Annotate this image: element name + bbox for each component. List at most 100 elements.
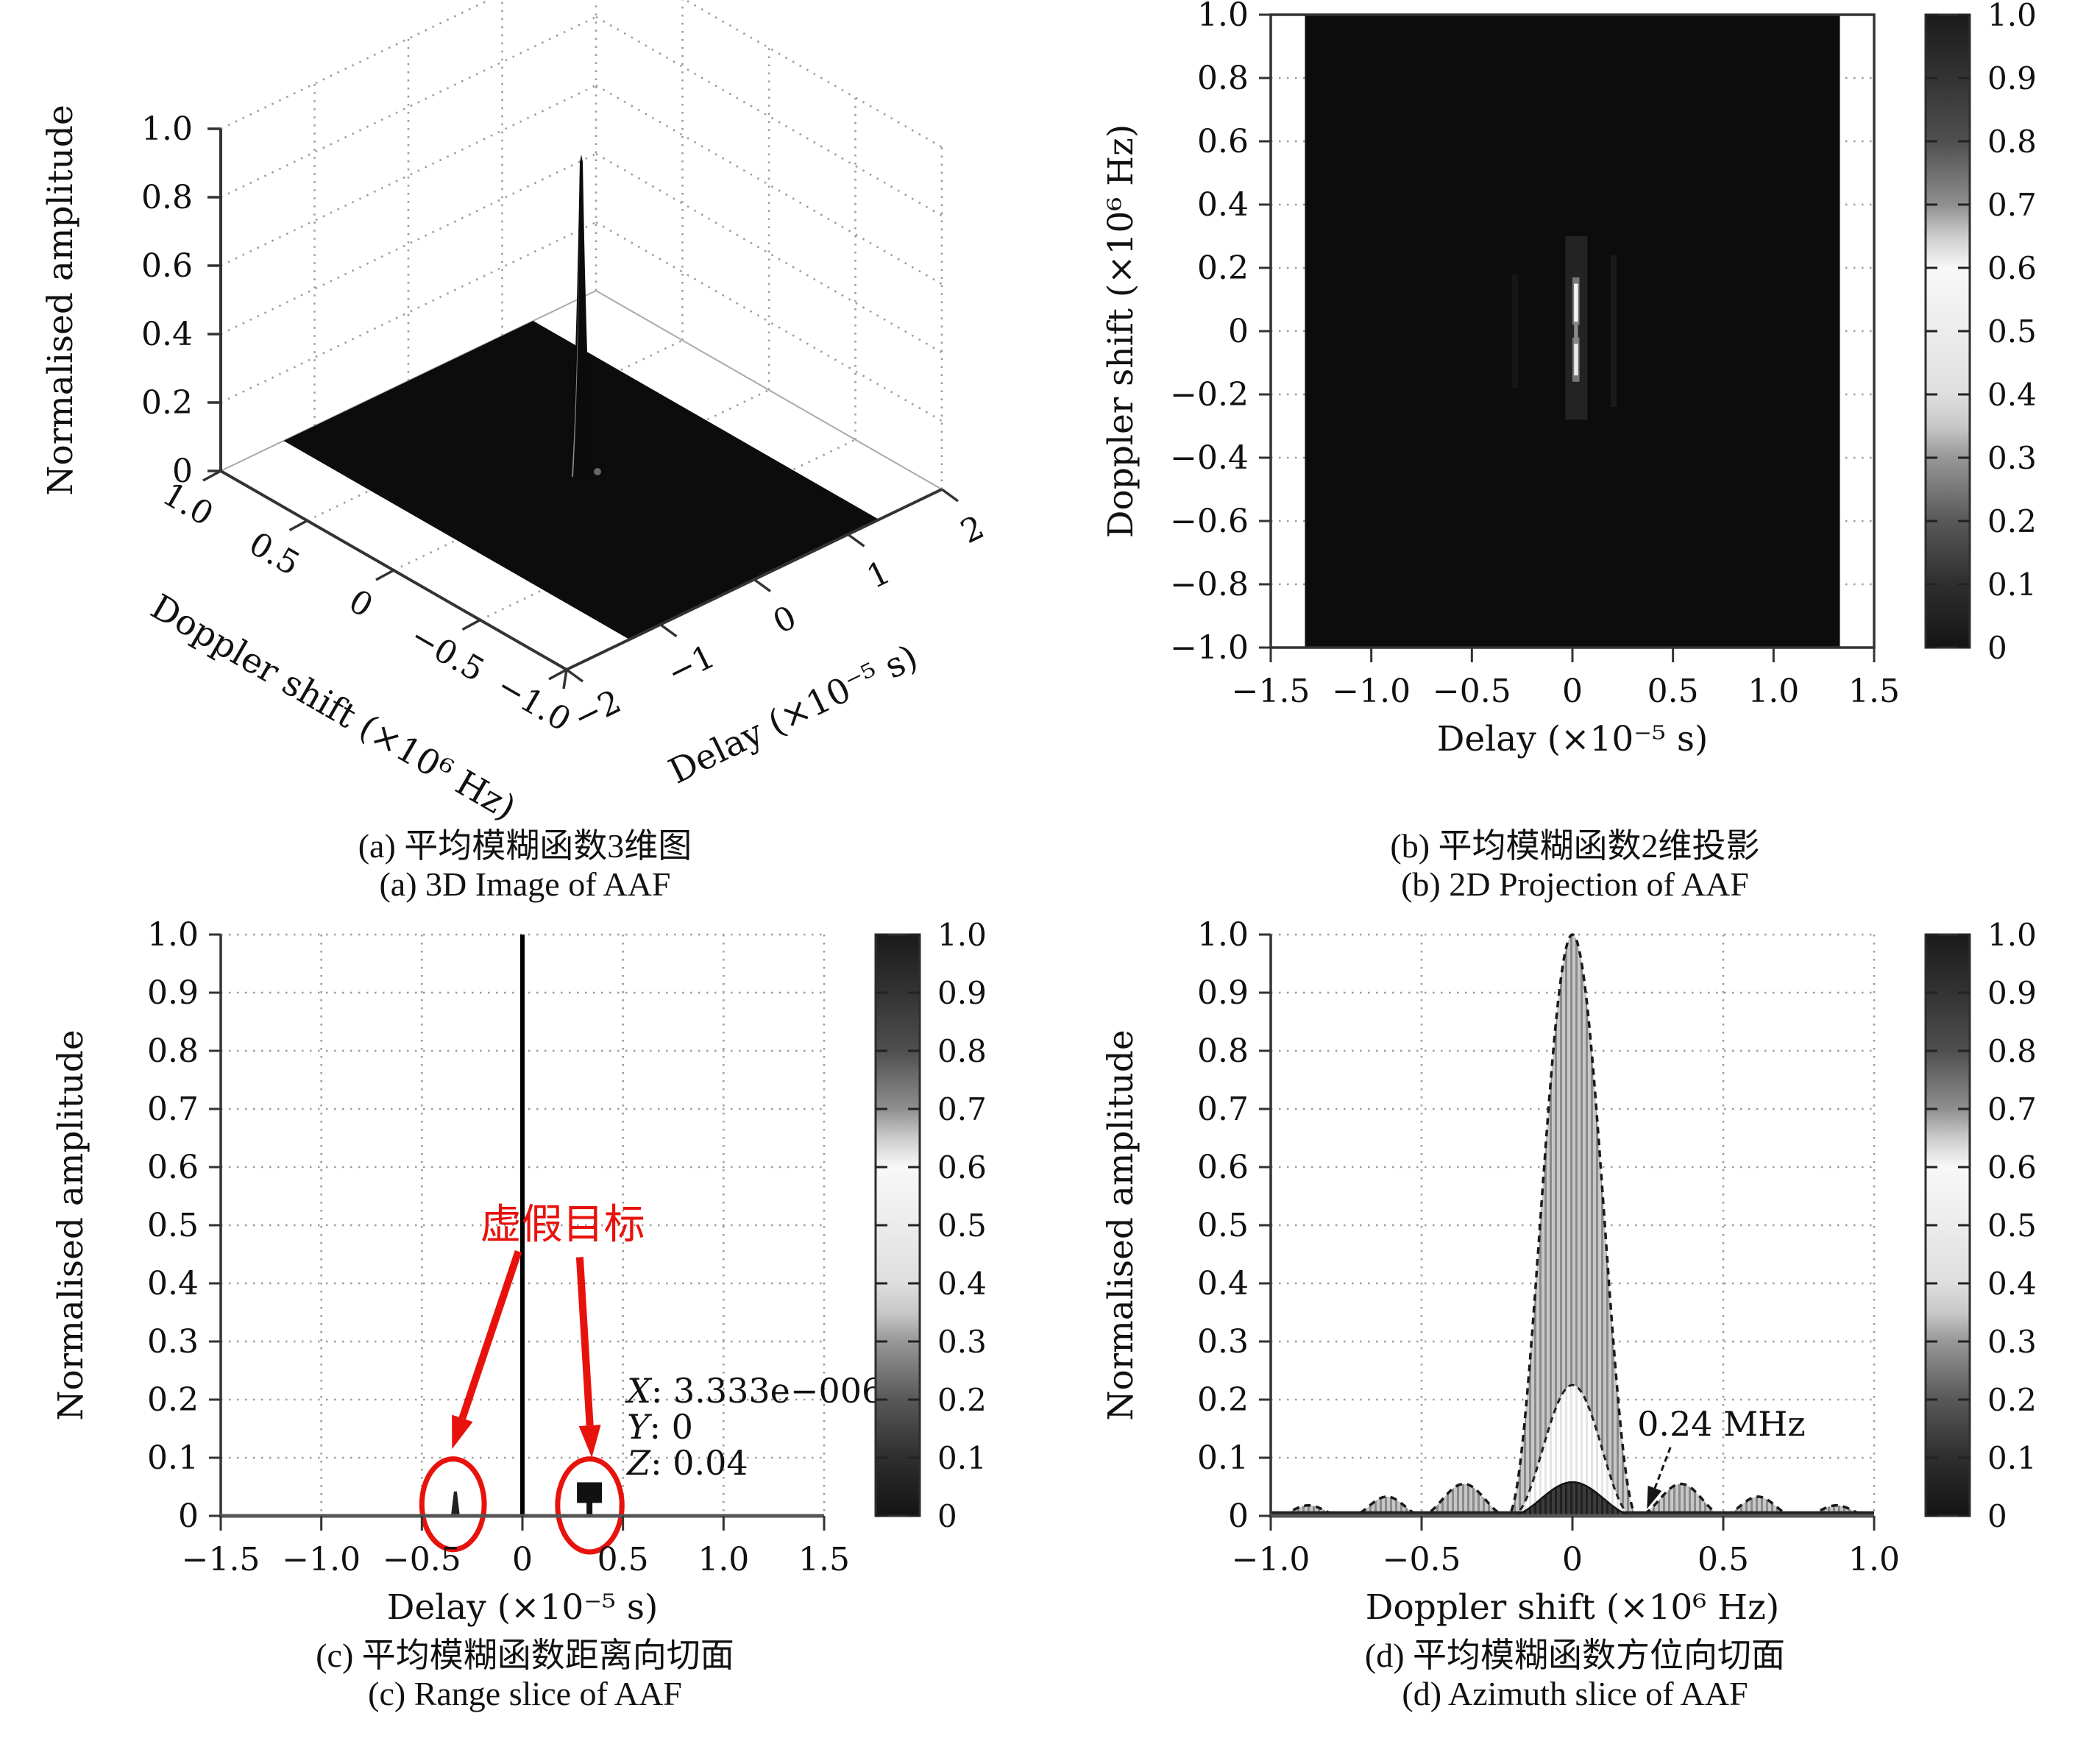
x-tick-label: 0.5 (597, 1541, 649, 1578)
colorbar-tick-label: 0.1 (1987, 567, 2037, 603)
gridline (684, 0, 943, 149)
y-tick-label: 0.8 (1197, 60, 1249, 97)
datatip-line: Y: 0 (627, 1407, 693, 1447)
y-tick-label: 0.1 (1197, 1439, 1249, 1477)
colorbar-tick-label: 0.9 (1987, 975, 2037, 1011)
bandwidth-label: 0.24 MHz (1637, 1404, 1806, 1444)
false-target-label: 虚假目标 (480, 1201, 645, 1249)
colorbar: 1.0 0.9 0.8 0.7 0.6 0.5 0.4 0.3 0.2 0.1 0 (1924, 917, 2037, 1534)
y-tick-label: 0.3 (147, 1323, 199, 1361)
x-tick-label: 0.5 (1647, 673, 1699, 710)
caption-c-en: (c) Range slice of AAF (368, 1675, 682, 1713)
inner-region-fill (1512, 1385, 1633, 1516)
colorbar-tick-label: 0 (1987, 1498, 2007, 1534)
y-tick-label: 0 (1228, 313, 1249, 350)
gridline (595, 84, 943, 286)
inner-envelope (1512, 1383, 1633, 1517)
axes: −1.5 −1.0 −0.5 0 0.5 1.0 1.5 0 0.1 0.2 0.3 0.4 0.5 0.… (147, 916, 850, 1578)
delay-tick (847, 533, 865, 547)
azimuth-slice-series (1271, 933, 1874, 1517)
y-tick-label: 1.0 (147, 916, 199, 954)
y-tick-label: 0.1 (147, 1439, 199, 1477)
x-tick-label: −0.5 (1433, 673, 1511, 710)
aaf-streak (1610, 255, 1617, 408)
colorbar-tick-label: 1.0 (1987, 917, 2037, 953)
x-tick-label: 1.0 (1848, 1541, 1900, 1578)
x-tick-label: 1.0 (698, 1541, 749, 1578)
caption-c: (c) 平均模糊函数距离向切面 (c) Range slice of AAF (316, 1637, 734, 1714)
doppler-tick (375, 569, 394, 581)
y-tick-label: 0.4 (1197, 186, 1249, 224)
y-tick-label: −0.8 (1170, 566, 1249, 603)
false-target-arrow-head (452, 1414, 473, 1450)
delay-tick-label: 0 (767, 598, 803, 641)
colorbar-tick-label: 0.5 (1987, 313, 2037, 350)
colorbar-tick-label: 0.9 (937, 975, 987, 1011)
y-tick-label: 0.9 (1197, 974, 1249, 1012)
surface-mainlobe-spike (570, 155, 593, 479)
aaf-image (1305, 15, 1840, 648)
doppler-tick-label: 1.0 (156, 475, 219, 534)
aaf-streak (1512, 274, 1519, 389)
x-tick-label: −0.5 (383, 1541, 461, 1578)
colorbar-tick-label: 0.5 (937, 1208, 987, 1244)
caption-c-zh: (c) 平均模糊函数距离向切面 (316, 1637, 734, 1674)
false-target-circle (419, 1456, 487, 1553)
y-tick-label: 0.2 (1197, 1381, 1249, 1419)
doppler-tick (548, 668, 567, 681)
y-tick-label: 0 (1228, 1497, 1249, 1535)
colorbar-tick-label: 0.1 (937, 1440, 987, 1476)
subplot-b-cell: −1.5 −1.0 −0.5 0 0.5 1.0 1.5 1.0 0.8 0.6 0.4 0.2 0 −0… (1050, 0, 2100, 905)
subplot-c-cell: 虚假目标 X: 3.333e−006 Y: 0 Z: 0.04 −1.5 −1.0 −0.5… (0, 905, 1050, 1744)
subplot-a-cell: 0 0.2 0.4 0.6 0.8 1.0 1.0 0.5 0 −0.5 −1.0 −2 −1 0 1 2 Do… (0, 0, 1050, 905)
surface-floor (283, 321, 879, 639)
doppler-tick-label: 0.5 (243, 525, 306, 583)
floor-edge (595, 290, 943, 490)
colorbar-tick-label: 1.0 (937, 917, 987, 953)
y-tick-label: 0.6 (147, 1149, 199, 1186)
doppler-tick (202, 469, 221, 482)
datatip-line: X: 3.333e−006 (625, 1371, 883, 1411)
y-tick-label: −0.6 (1170, 503, 1249, 540)
x-tick-label: 1.0 (1748, 673, 1799, 710)
y-tick-label: 0.3 (1197, 1323, 1249, 1361)
gridline (595, 152, 943, 354)
x-tick-label: 1.5 (1848, 673, 1900, 710)
datatip-line: Z: 0.04 (625, 1443, 748, 1483)
colorbar-tick-label: 0.4 (1987, 377, 2037, 413)
colorbar-tick-label: 0.3 (1987, 440, 2037, 476)
caption-d: (d) 平均模糊函数方位向切面 (d) Azimuth slice of AAF (1365, 1637, 1785, 1714)
z-tick-label: 0 (172, 453, 193, 490)
colorbar-tick-label: 0.1 (1987, 1440, 2037, 1476)
colorbar-tick-label: 0.9 (1987, 60, 2037, 96)
grid (1269, 933, 1876, 1516)
colorbar-tick-label: 0.4 (1987, 1266, 2037, 1302)
gridline (595, 221, 943, 422)
colorbar-tick-label: 0.4 (937, 1266, 987, 1302)
bandwidth-arrow-shaft (1653, 1447, 1672, 1489)
z-axis-label: Normalised amplitude (40, 104, 81, 495)
colorbar-tick-label: 0.6 (1987, 250, 2037, 286)
lobes-envelope (1271, 933, 1874, 1517)
x-tick-label: −1.0 (1332, 673, 1411, 710)
false-target-spike (450, 1491, 460, 1516)
y-tick-label: 0.7 (147, 1091, 199, 1128)
grid (219, 933, 826, 1516)
doppler-axis-label: Doppler shift (×10⁶ Hz) (143, 586, 522, 824)
false-target-arrow-shaft (575, 1257, 594, 1426)
delay-tick (659, 623, 678, 638)
y-tick-label: 0.9 (147, 974, 199, 1012)
floor-edge (220, 290, 597, 472)
colorbar-tick-label: 0.8 (1987, 1033, 2037, 1069)
colorbar-tick-label: 0.2 (1987, 503, 2037, 539)
colorbar-tick-label: 0.5 (1987, 1208, 2037, 1244)
y-tick-label: −0.2 (1170, 376, 1249, 414)
caption-a: (a) 平均模糊函数3维图 (a) 3D Image of AAF (358, 827, 692, 904)
x-tick-label: 0 (1562, 673, 1583, 710)
colorbar-tick-label: 0.2 (937, 1382, 987, 1418)
z-tick-label: 0.8 (141, 179, 193, 216)
colorbar: 1.0 0.9 0.8 0.7 0.6 0.5 0.4 0.3 0.2 0.1 0 (874, 917, 987, 1534)
caption-a-zh: (a) 平均模糊函数3维图 (358, 827, 692, 865)
z-tick-label: 0.2 (141, 384, 193, 422)
aaf-streak (1574, 283, 1578, 322)
